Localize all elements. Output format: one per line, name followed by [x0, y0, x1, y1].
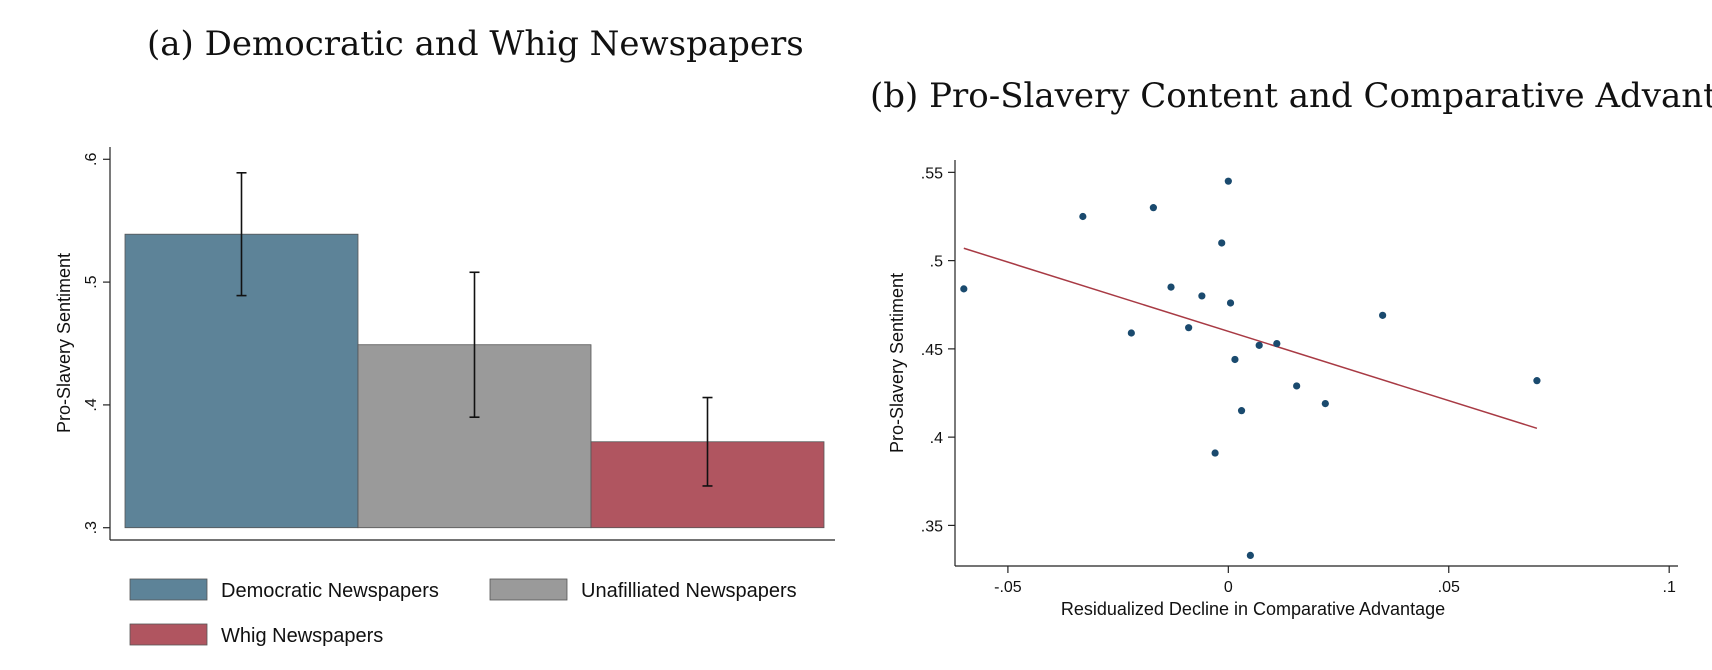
scatter-x-tick-label: .05: [1438, 579, 1460, 596]
legend-swatch: [129, 578, 208, 601]
scatter-point: [1127, 329, 1135, 337]
scatter-point: [1237, 407, 1246, 415]
bar-y-tick-label: .5: [83, 275, 100, 288]
scatter-y-axis-label: Pro-Slavery Sentiment: [887, 273, 907, 453]
scatter-y-tick-label: .55: [921, 165, 943, 182]
scatter-point: [1211, 449, 1219, 457]
scatter-x-ticks: -.05 0 .05 .1: [994, 566, 1676, 596]
bar-error-bars: [236, 171, 713, 487]
scatter-point: [1231, 355, 1239, 364]
scatter-x-tick-label: .1: [1663, 579, 1676, 596]
scatter-point: [1255, 341, 1263, 349]
bar-y-tick-label: .3: [83, 521, 100, 534]
scatter-point: [1321, 400, 1329, 408]
scatter-point: [1226, 299, 1235, 307]
bar-y-ticks: .3 .4 .5 .6: [83, 153, 110, 534]
bar-y-tick-label: .4: [83, 398, 100, 411]
scatter-points: [960, 177, 1541, 560]
scatter-point: [1293, 382, 1301, 390]
scatter-point: [1198, 292, 1206, 300]
legend-label: Democratic Newspapers: [221, 580, 439, 602]
scatter-fit-line: [963, 247, 1538, 430]
legend-label: Unafilliated Newspapers: [581, 580, 797, 602]
scatter-point: [1185, 324, 1193, 332]
scatter-y-tick-label: .5: [930, 254, 943, 271]
scatter-point: [1167, 283, 1175, 291]
scatter-x-tick-label: -.05: [994, 579, 1022, 596]
legend-swatch: [129, 623, 208, 646]
scatter-point: [1149, 204, 1157, 212]
scatter-point: [1218, 239, 1226, 247]
scatter-point: [1246, 551, 1254, 560]
scatter-x-tick-label: 0: [1224, 579, 1233, 596]
scatter-point: [1533, 377, 1541, 385]
bar-y-tick-label: .6: [83, 153, 100, 166]
bar-y-axis-label: Pro-Slavery Sentiment: [54, 253, 74, 433]
legend-swatch: [489, 578, 568, 601]
bar-chart-panel: (a) Democratic and Whig Newspapers Pro-S…: [54, 24, 835, 647]
fit-line: [963, 247, 1538, 430]
scatter-point: [960, 285, 968, 293]
bar-chart-title: (a) Democratic and Whig Newspapers: [147, 24, 804, 64]
scatter-x-axis-label: Residualized Decline in Comparative Adva…: [1061, 599, 1445, 619]
scatter-y-tick-label: .45: [921, 342, 943, 359]
bar-series: [124, 233, 825, 529]
scatter-chart-title: (b) Pro-Slavery Content and Comparative …: [870, 76, 1712, 116]
scatter-point: [1379, 311, 1387, 319]
legend-label: Whig Newspapers: [221, 625, 383, 647]
scatter-y-tick-label: .4: [930, 430, 943, 447]
scatter-point: [1273, 339, 1281, 348]
scatter-point: [1079, 212, 1087, 221]
scatter-point: [1224, 177, 1232, 185]
scatter-y-tick-label: .35: [921, 518, 943, 535]
scatter-y-ticks: .35 .4 .45 .5 .55: [921, 165, 955, 535]
scatter-chart-panel: (b) Pro-Slavery Content and Comparative …: [870, 76, 1712, 619]
bar-legend: Democratic Newspapers Unafilliated Newspa…: [129, 578, 797, 647]
